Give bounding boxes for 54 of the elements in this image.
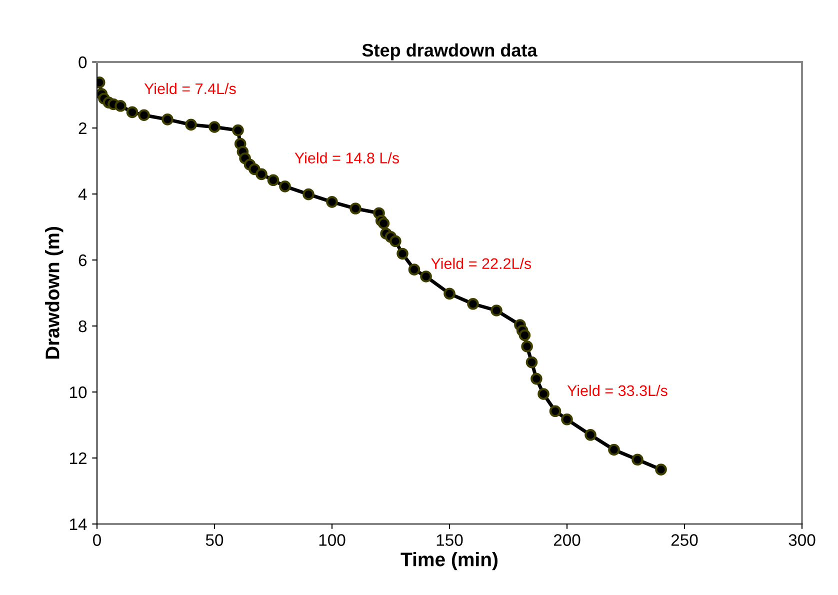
y-tick-label: 14	[70, 518, 87, 530]
chart-title: Step drawdown data	[362, 43, 538, 60]
annotation: Yield = 7.4L/s	[144, 82, 236, 94]
point	[420, 270, 432, 282]
point	[279, 180, 291, 192]
point	[408, 264, 420, 276]
x-tick-label: 0	[93, 534, 101, 546]
point	[350, 202, 362, 214]
point	[390, 235, 402, 248]
point	[138, 109, 150, 122]
point	[490, 304, 502, 316]
x-axis-title: Time (min)	[400, 552, 498, 570]
point	[444, 288, 456, 300]
y-tick-label: 6	[78, 254, 87, 266]
x-tick-label: 250	[671, 534, 698, 546]
point	[185, 118, 197, 131]
point	[302, 188, 314, 200]
point	[608, 444, 620, 456]
annotation: Yield = 22.2L/s	[431, 258, 532, 270]
point	[530, 372, 542, 385]
y-tick-label: 2	[78, 122, 86, 134]
point	[267, 174, 280, 186]
annotation: Yield = 14.8 L/s	[294, 152, 400, 164]
x-tick-label: 300	[788, 534, 816, 546]
point	[467, 298, 479, 310]
y-tick-label: 10	[70, 386, 87, 398]
y-tick-label: 12	[70, 452, 86, 464]
point	[126, 106, 138, 118]
x-tick-label: 50	[206, 534, 224, 546]
point	[538, 388, 550, 400]
x-tick-label: 150	[436, 534, 463, 546]
y-tick-label: 8	[78, 320, 87, 332]
point	[518, 329, 531, 342]
point	[114, 100, 126, 112]
point	[208, 121, 220, 133]
y-axis-title: Drawdown (m)	[45, 226, 64, 359]
x-tick-label: 200	[554, 534, 580, 546]
point	[526, 356, 538, 368]
y-tick-label: 0	[78, 56, 87, 68]
point	[561, 413, 573, 426]
point	[232, 124, 244, 136]
point	[162, 114, 174, 126]
point	[521, 340, 533, 352]
y-tick-label: 4	[78, 188, 87, 200]
annotation: Yield = 33.3L/s	[567, 384, 668, 396]
point	[256, 168, 268, 180]
point	[396, 248, 408, 260]
x-tick-label: 100	[319, 534, 346, 546]
point	[632, 454, 644, 466]
point	[655, 464, 667, 476]
point	[584, 428, 596, 441]
point	[326, 196, 338, 208]
point	[378, 217, 390, 230]
point	[549, 405, 562, 418]
